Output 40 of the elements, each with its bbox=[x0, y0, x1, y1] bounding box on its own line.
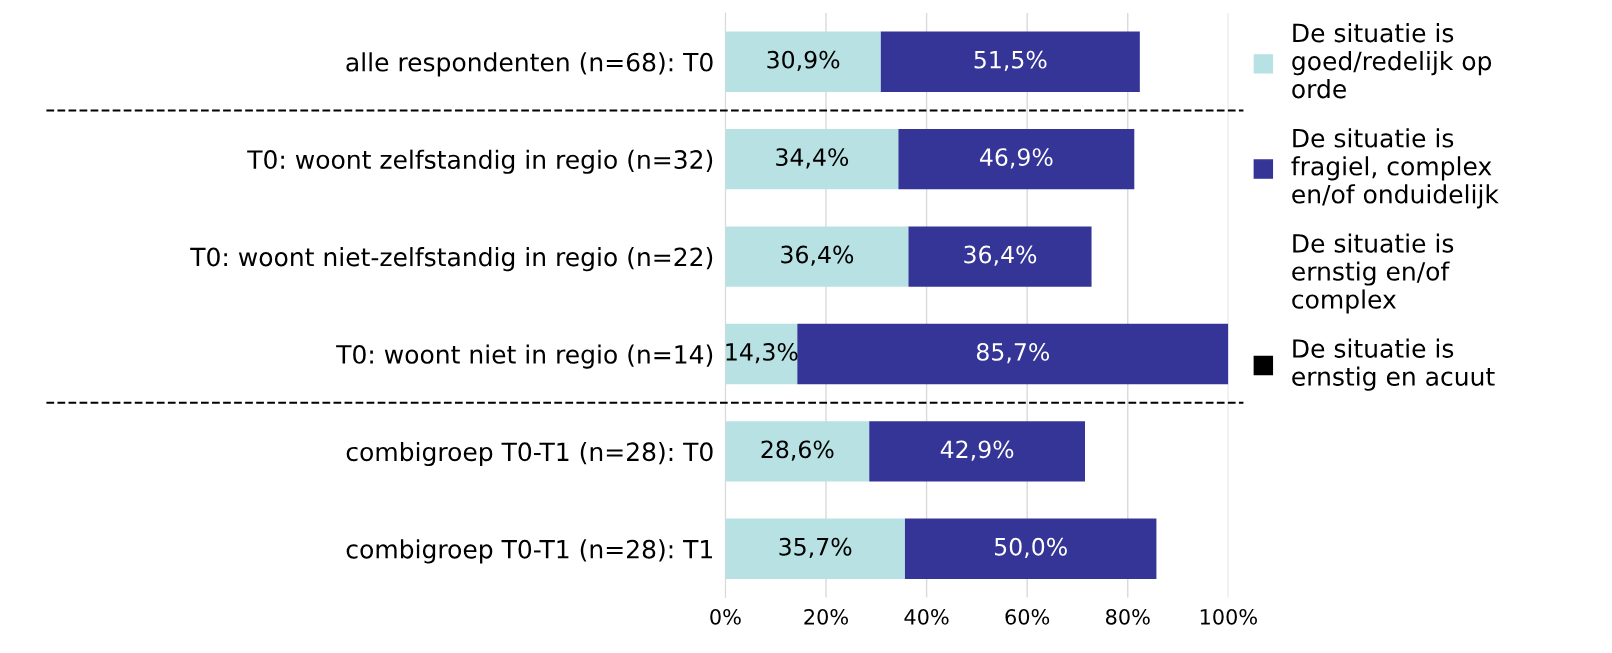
bar bbox=[725, 421, 870, 482]
bar bbox=[725, 323, 798, 385]
bar bbox=[880, 31, 1140, 92]
x-tick-label: 60% bbox=[1005, 608, 1050, 625]
x-tick-label: 20% bbox=[804, 608, 848, 625]
legend-label: De situatie is goed/redelijk op orde bbox=[1292, 23, 1492, 99]
y-tick-label: T0: woont zelfstandig in regio (n=32) bbox=[247, 149, 713, 174]
bar bbox=[904, 518, 1157, 579]
x-tick-label: 100% bbox=[1200, 608, 1257, 625]
y-tick-label: combigroep T0-T1 (n=28): T1 bbox=[346, 539, 712, 564]
data-label: 14,3% bbox=[726, 342, 798, 364]
x-tick-label: 40% bbox=[904, 608, 949, 625]
data-label: 36,4% bbox=[964, 245, 1037, 266]
data-label: 46,9% bbox=[980, 148, 1053, 169]
data-label: 34,4% bbox=[776, 148, 849, 169]
data-label: 28,6% bbox=[761, 440, 834, 461]
data-label: 85,7% bbox=[976, 342, 1050, 364]
bar bbox=[725, 128, 899, 190]
bar bbox=[869, 421, 1085, 482]
bar bbox=[725, 31, 881, 92]
y-tick-label: T0: woont niet in regio (n=14) bbox=[336, 344, 713, 369]
bar bbox=[797, 323, 1229, 385]
legend-label: De situatie is ernstig en acuut bbox=[1292, 338, 1495, 391]
text: De situatie is ernstig en/of complex bbox=[1292, 233, 1454, 314]
y-tick-label: combigroep T0-T1 (n=28): T0 bbox=[346, 441, 713, 467]
bar bbox=[725, 226, 909, 287]
data-label: 36,4% bbox=[781, 245, 854, 266]
x-tick-label: 0% bbox=[710, 608, 741, 625]
data-label: 35,7% bbox=[779, 537, 852, 559]
bar bbox=[898, 128, 1135, 190]
data-label: 42,9% bbox=[940, 440, 1014, 461]
y-tick-label: T0: woont niet-zelfstandig in regio (n=22) bbox=[190, 247, 713, 272]
bar bbox=[725, 518, 905, 579]
data-label: 30,9% bbox=[767, 50, 840, 72]
legend-label: De situatie is fragiel, complex en/of onduidelijk bbox=[1291, 128, 1499, 209]
data-label: 51,5% bbox=[974, 50, 1047, 72]
y-tick-label: alle respondenten (n=68): T0 bbox=[346, 52, 713, 77]
data-label: 50,0% bbox=[995, 537, 1067, 559]
bar bbox=[908, 226, 1092, 287]
x-tick-label: 80% bbox=[1106, 608, 1150, 625]
